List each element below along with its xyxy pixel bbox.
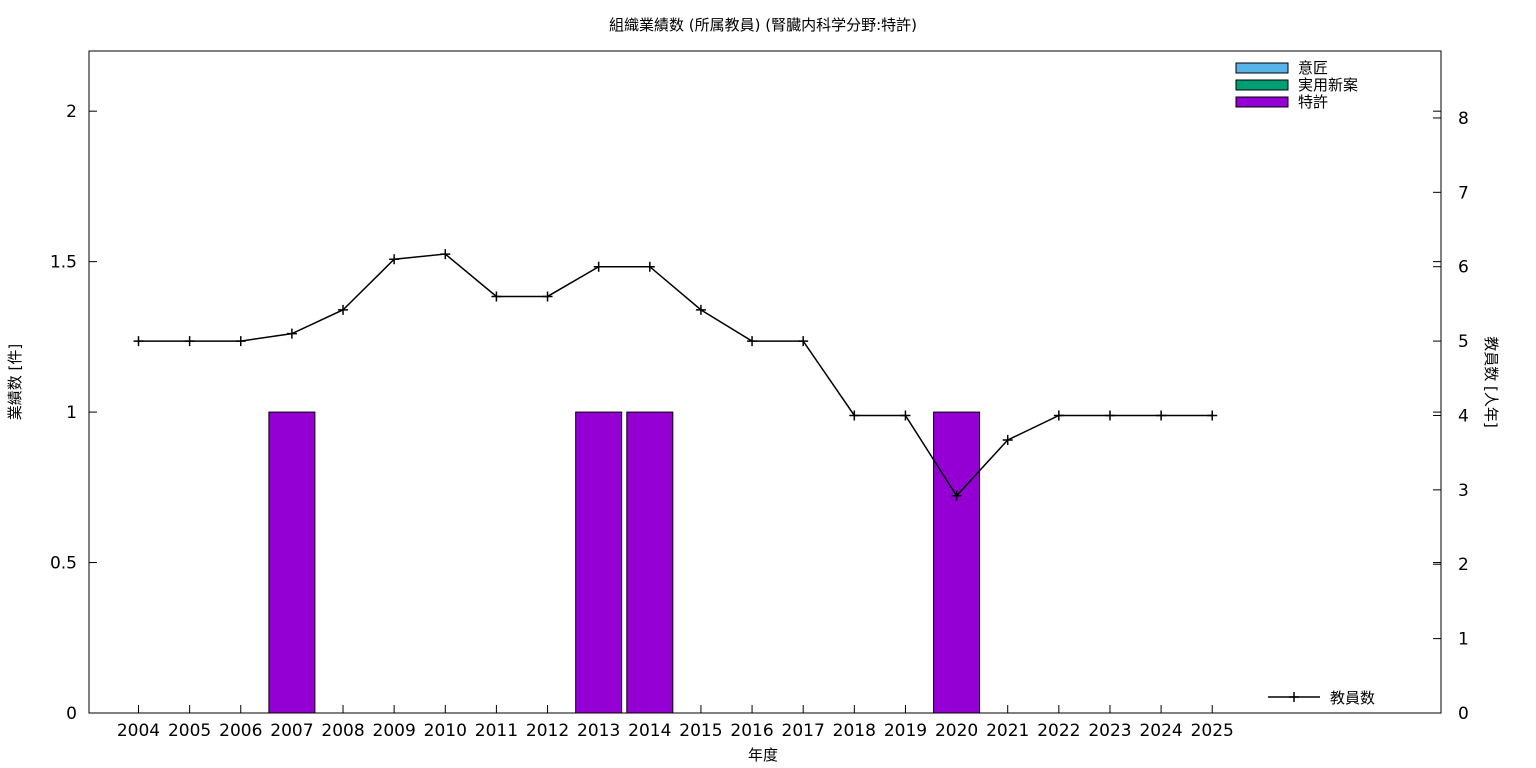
x-tick-label: 2009 [373, 721, 416, 741]
x-tick-label: 2008 [321, 721, 364, 741]
bar [933, 411, 981, 714]
line-point [1207, 410, 1218, 421]
x-tick-label: 2018 [833, 721, 876, 741]
x-tick-label: 2025 [1191, 721, 1234, 741]
line-point [389, 254, 400, 265]
x-tick-label: 2014 [628, 721, 671, 741]
x-axis-label: 年度 [748, 746, 778, 764]
x-tick-label: 2004 [117, 721, 160, 741]
line-point [1104, 410, 1115, 421]
x-tick-label: 2023 [1088, 721, 1131, 741]
line-point [900, 410, 911, 421]
x-tick-label: 2019 [884, 721, 927, 741]
y2-tick-label: 0 [1458, 704, 1469, 724]
legend-swatch [1235, 96, 1289, 108]
y-tick-label: 1 [66, 403, 77, 423]
x-tick-label: 2010 [424, 721, 467, 741]
line-point [542, 291, 553, 302]
bar [268, 411, 316, 714]
y-tick-label: 0.5 [50, 554, 77, 574]
y-tick-label: 2 [66, 102, 77, 122]
series-line [138, 253, 1213, 498]
x-tick-label: 2013 [577, 721, 620, 741]
x-tick-label: 2007 [270, 721, 313, 741]
y2-tick-label: 6 [1458, 258, 1469, 278]
legend-swatch [1235, 79, 1289, 91]
line-point [440, 249, 451, 260]
y2-tick-label: 2 [1458, 555, 1469, 575]
y2-tick-label: 3 [1458, 481, 1469, 501]
x-tick-label: 2024 [1139, 721, 1182, 741]
line-point [338, 304, 349, 315]
x-tick-label: 2006 [219, 721, 262, 741]
line-point [1053, 410, 1064, 421]
y2-tick-label: 7 [1458, 183, 1469, 203]
x-tick-label: 2017 [782, 721, 825, 741]
line-point [1002, 435, 1013, 446]
x-tick-label: 2022 [1037, 721, 1080, 741]
y-tick-label: 0 [66, 704, 77, 724]
x-tick-label: 2005 [168, 721, 211, 741]
legend-swatch [1235, 62, 1289, 74]
x-tick-label: 2012 [526, 721, 569, 741]
line-point [798, 336, 809, 347]
x-tick-label: 2011 [475, 721, 518, 741]
line-point [951, 490, 962, 501]
legend-label: 教員数 [1330, 689, 1375, 707]
x-tick-label: 2020 [935, 721, 978, 741]
plot-frame [88, 50, 1442, 714]
line-point [184, 336, 195, 347]
line-point [133, 336, 144, 347]
line-point [286, 328, 297, 339]
bar [575, 411, 623, 714]
line-point [644, 261, 655, 272]
y2-tick-label: 5 [1458, 332, 1469, 352]
line-point [235, 336, 246, 347]
line-point [491, 291, 502, 302]
chart-title: 組織業績数 (所属教員) (腎臓内科学分野:特許) [609, 16, 917, 34]
y2-tick-label: 4 [1458, 406, 1469, 426]
legend-label: 実用新案 [1298, 76, 1358, 94]
line-point [695, 304, 706, 315]
bar [626, 411, 674, 714]
y-axis-label: 業績数 [件] [6, 344, 24, 420]
line-point [1156, 410, 1167, 421]
y2-tick-label: 1 [1458, 630, 1469, 650]
y2-tick-label: 8 [1458, 109, 1469, 129]
y-tick-label: 1.5 [50, 253, 77, 273]
y2-axis-label: 教員数 [人年] [1482, 336, 1500, 427]
legend-label: 意匠 [1298, 59, 1328, 77]
line-point [593, 261, 604, 272]
x-tick-label: 2016 [730, 721, 773, 741]
line-point [747, 336, 758, 347]
x-tick-label: 2021 [986, 721, 1029, 741]
line-point [849, 410, 860, 421]
legend-line-marker [1289, 692, 1299, 702]
legend-label: 特許 [1298, 93, 1328, 111]
x-tick-label: 2015 [679, 721, 722, 741]
